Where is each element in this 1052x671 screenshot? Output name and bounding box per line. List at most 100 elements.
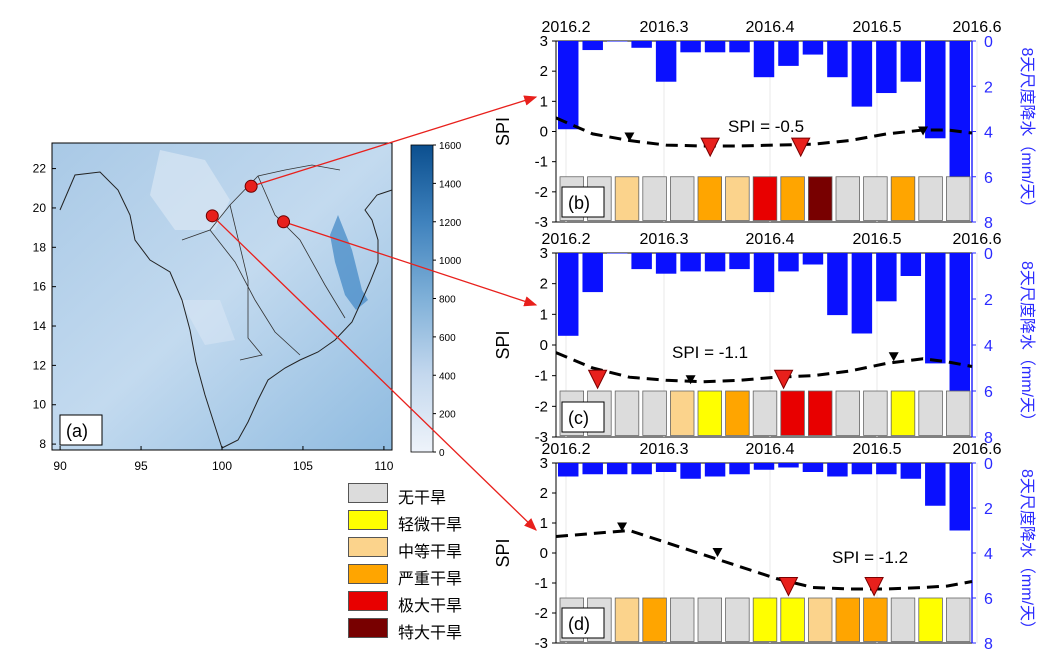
precip-bar xyxy=(729,463,750,475)
low-precip-region xyxy=(180,300,235,345)
month-tick-label: 2016.4 xyxy=(746,19,795,36)
spi-tick-label: 2 xyxy=(540,485,548,502)
precip-bar xyxy=(900,253,922,276)
spi-minimum-marker xyxy=(778,577,799,597)
drought-class-bar xyxy=(863,597,888,642)
colorbar-tick-label: 1400 xyxy=(439,179,462,190)
drought-class-bar xyxy=(752,176,778,221)
precip-bar xyxy=(582,463,603,475)
drought-class-bar xyxy=(808,176,833,221)
station-marker xyxy=(244,179,258,193)
station-arrows xyxy=(205,95,538,531)
precip-bar xyxy=(778,253,799,272)
colorbar-tick-label: 0 xyxy=(439,448,445,459)
spi-tick-label: -1 xyxy=(535,368,548,385)
drought-class-bar xyxy=(780,390,805,436)
drought-class-bar xyxy=(725,390,750,436)
spi-axis-label: SPI xyxy=(493,538,513,567)
colorbar-tick-label: 400 xyxy=(439,371,456,382)
spi-marker xyxy=(617,522,628,532)
spi-tick-label: 1 xyxy=(540,93,548,110)
spi-minimum-marker xyxy=(700,137,720,158)
drought-class-bar xyxy=(890,176,916,221)
map-y-tick-label: 8 xyxy=(39,437,46,451)
spi-axis-label: SPI xyxy=(493,330,513,359)
drought-class-bar xyxy=(697,390,723,436)
spi-tick-label: -3 xyxy=(535,635,548,652)
legend-item-slight: 轻微干旱 xyxy=(348,510,508,534)
precip-map: (a) 90 95 100 105 110 8 10 12 14 16 18 20 22 0 200 400 60… xyxy=(33,141,462,473)
precip-bar xyxy=(827,253,848,316)
map-y-tick-label: 16 xyxy=(33,280,47,294)
drought-class-bar xyxy=(670,390,695,436)
legend-swatch-extreme xyxy=(348,591,388,611)
precip-bar xyxy=(729,253,750,270)
precip-bar xyxy=(606,41,628,42)
spi-curve xyxy=(555,351,973,384)
drought-class-bar xyxy=(697,597,723,642)
drought-class-bar xyxy=(780,176,805,221)
month-tick-label: 2016.4 xyxy=(746,441,795,458)
drought-class-bar xyxy=(642,390,667,436)
spi-tick-label: 0 xyxy=(540,337,548,354)
spi-tick-label: -3 xyxy=(535,214,548,231)
drought-class-bar xyxy=(890,597,916,642)
panel-label-box xyxy=(561,186,605,218)
legend-swatch-severe xyxy=(348,564,388,584)
spi-curve xyxy=(555,528,973,591)
precip-bar xyxy=(851,41,873,107)
map-panel-label-box xyxy=(59,414,103,446)
precip-bar xyxy=(949,253,970,421)
precip-bar xyxy=(582,253,603,293)
precip-bar xyxy=(827,41,848,78)
month-tick-label: 2016.2 xyxy=(542,231,591,248)
precip-bar xyxy=(558,253,579,336)
drought-class-bar xyxy=(863,390,888,436)
spi-tick-label: 2 xyxy=(540,63,548,80)
high-precip-region xyxy=(330,215,368,310)
precip-tick-label: 0 xyxy=(984,246,993,263)
colorbar-tick-label: 800 xyxy=(439,295,456,306)
precip-tick-label: 4 xyxy=(984,125,993,142)
precip-bar xyxy=(802,253,824,265)
precip-bar xyxy=(631,253,652,270)
drought-class-bar xyxy=(890,390,916,436)
spi-minimum-marker xyxy=(790,137,811,158)
panel-label-box xyxy=(561,401,605,433)
map-x-tick-label: 105 xyxy=(293,459,313,473)
spi-marker xyxy=(918,126,929,136)
colorbar-tick-label: 200 xyxy=(439,410,456,421)
coastline xyxy=(59,171,393,449)
month-tick-label: 2016.3 xyxy=(640,231,689,248)
legend-item-none: 无干旱 xyxy=(348,483,508,507)
spi-tick-label: -2 xyxy=(535,398,548,415)
map-y-tick-label: 10 xyxy=(33,398,47,412)
month-tick-label: 2016.4 xyxy=(746,231,795,248)
precip-tick-label: 6 xyxy=(984,384,993,401)
precip-bar xyxy=(778,463,799,468)
map-x-tick-label: 95 xyxy=(134,459,148,473)
drought-class-bar xyxy=(670,176,695,221)
precip-bar xyxy=(704,463,726,477)
precip-tick-label: 8 xyxy=(984,636,993,653)
drought-class-bar xyxy=(780,597,805,642)
legend-label-slight: 轻微干旱 xyxy=(398,515,463,534)
station-marker xyxy=(277,215,291,229)
panel-label-box xyxy=(561,607,605,639)
spi-minimum-marker xyxy=(587,369,608,390)
map-y-tick-label: 18 xyxy=(33,240,47,254)
precip-bar xyxy=(851,253,873,334)
spi-tick-label: 3 xyxy=(540,455,548,472)
spi-annotation: SPI = -1.2 xyxy=(832,548,908,567)
precip-bar xyxy=(704,253,726,272)
month-tick-label: 2016.2 xyxy=(542,19,591,36)
spi-tick-label: 1 xyxy=(540,515,548,532)
precip-bar xyxy=(949,41,970,204)
drought-class-bar xyxy=(946,390,971,436)
legend-swatch-moderate xyxy=(348,537,388,557)
spi-tick-label: 0 xyxy=(540,545,548,562)
drought-class-bar xyxy=(835,176,861,221)
precip-bar xyxy=(876,463,897,475)
drought-class-bar xyxy=(918,176,943,221)
